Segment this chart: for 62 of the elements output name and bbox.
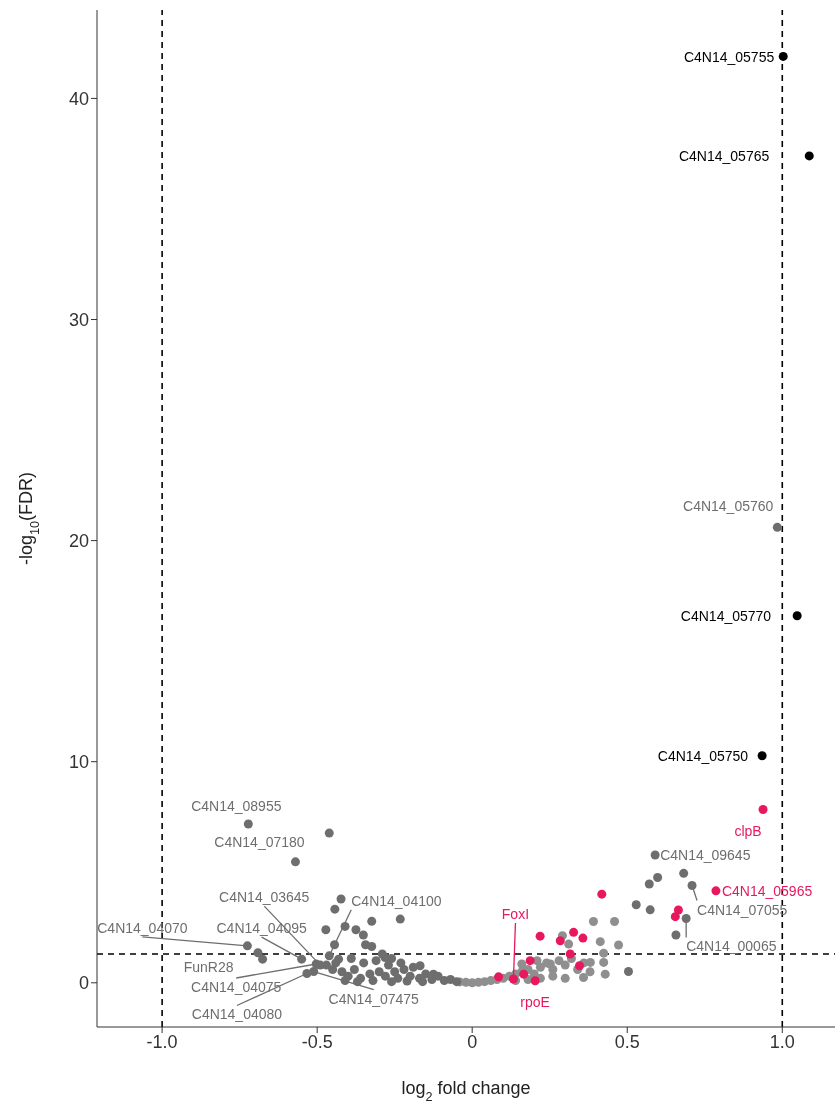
annotation: clpB bbox=[734, 823, 762, 840]
point bbox=[599, 957, 609, 967]
point bbox=[569, 927, 579, 937]
point bbox=[614, 940, 624, 950]
annotation: C4N14_00065 bbox=[686, 938, 777, 955]
point bbox=[792, 611, 802, 621]
point bbox=[530, 976, 540, 986]
point bbox=[555, 936, 565, 946]
point bbox=[554, 956, 564, 966]
x-tick-label: 0 bbox=[467, 1031, 478, 1052]
point bbox=[599, 948, 609, 958]
point bbox=[597, 889, 607, 899]
y-tick-label: 10 bbox=[68, 752, 89, 773]
annotation: C4N14_07055 bbox=[697, 901, 788, 918]
point bbox=[565, 949, 575, 959]
point bbox=[525, 956, 535, 966]
annotation: C4N14_05965 bbox=[721, 882, 813, 899]
annotation: C4N14_05750 bbox=[657, 747, 749, 764]
annotation: C4N14_04100 bbox=[351, 892, 442, 909]
annotation: C4N14_08955 bbox=[191, 798, 282, 815]
annotation: C4N14_04080 bbox=[191, 1006, 283, 1023]
y-tick-label: 20 bbox=[68, 531, 89, 551]
point bbox=[560, 960, 570, 970]
point bbox=[564, 939, 574, 949]
annotation: FoxI bbox=[501, 906, 530, 923]
point bbox=[600, 969, 610, 979]
point bbox=[595, 937, 605, 947]
annotation: C4N14_05760 bbox=[683, 498, 774, 515]
point bbox=[804, 151, 814, 161]
point bbox=[560, 973, 570, 983]
point bbox=[588, 917, 598, 927]
point bbox=[574, 961, 584, 971]
x-tick-label: -0.5 bbox=[301, 1031, 333, 1052]
annotation: C4N14_04075 bbox=[191, 978, 282, 995]
point bbox=[757, 751, 767, 761]
y-tick-label: 0 bbox=[78, 973, 89, 994]
point bbox=[670, 912, 680, 922]
annotation: C4N14_04070 bbox=[97, 919, 188, 936]
annotation: C4N14_05765 bbox=[678, 147, 770, 164]
point bbox=[535, 931, 545, 941]
point bbox=[758, 804, 768, 814]
annotation: rpoE bbox=[520, 993, 550, 1010]
annotation: FunR28 bbox=[183, 959, 234, 976]
point bbox=[585, 967, 595, 977]
annotation: C4N14_07180 bbox=[214, 833, 305, 850]
annotation: C4N14_05770 bbox=[680, 607, 772, 624]
annotation: C4N14_03645 bbox=[219, 889, 310, 906]
annotation: C4N14_05755 bbox=[683, 49, 775, 66]
x-tick-label: 1.0 bbox=[769, 1031, 795, 1052]
x-tick-label: -1.0 bbox=[146, 1031, 178, 1052]
annotation: C4N14_07475 bbox=[328, 990, 420, 1007]
y-tick-label: 40 bbox=[68, 88, 89, 109]
point bbox=[610, 917, 620, 927]
point bbox=[535, 962, 545, 972]
point bbox=[711, 886, 721, 896]
x-axis-title: log$_{2}$ fold change bbox=[401, 1078, 531, 1104]
point bbox=[778, 51, 788, 61]
point bbox=[579, 972, 589, 982]
y-tick-label: 30 bbox=[68, 309, 89, 330]
x-tick-label: 0.5 bbox=[614, 1031, 640, 1052]
annotation: C4N14_09645 bbox=[660, 846, 751, 863]
point bbox=[578, 933, 588, 943]
